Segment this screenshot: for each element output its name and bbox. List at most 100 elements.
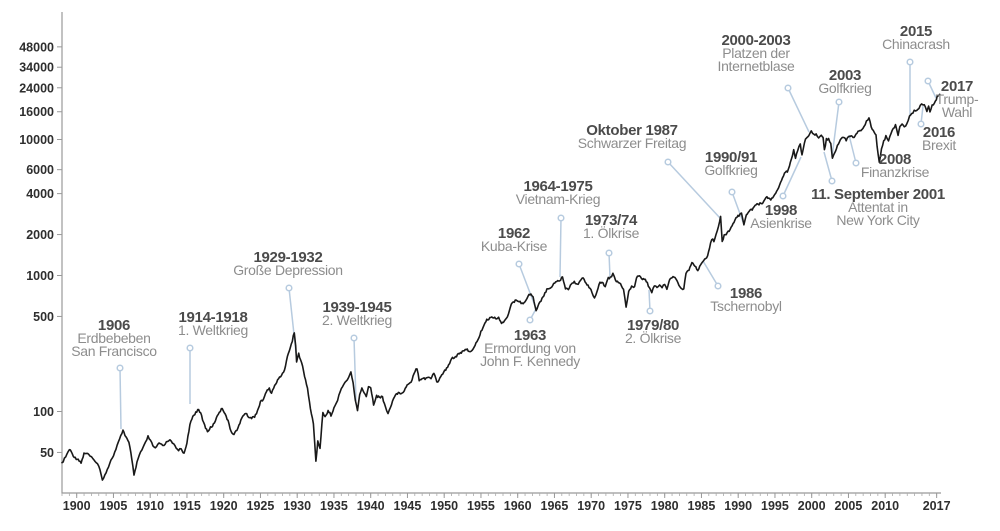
leader-line (702, 260, 719, 287)
x-tick-label: 1930 (283, 499, 311, 513)
annotation-title: 1929-1932 (253, 249, 323, 266)
annotation-1986: 1986 Tschernobyl (710, 286, 782, 315)
leader-line (353, 337, 357, 402)
leader-line (559, 217, 562, 278)
annotation-title: 1998 (764, 202, 798, 219)
annotation-title: 1990/91 (704, 149, 758, 166)
annotation-subtitle: Tschernobyl (710, 298, 782, 315)
leader-dot (917, 120, 925, 128)
leader-line (667, 161, 721, 219)
leader-line (782, 156, 802, 197)
x-tick-label: 2010 (871, 499, 899, 513)
annotation-2017: 2017 Trump- Wahl (936, 79, 979, 121)
annotation-title: 1973/74 (584, 212, 638, 229)
annotation-11-september-2001: 11. September 2001 Attentat in New York Ci… (811, 187, 945, 229)
y-tick-label: 500 (33, 310, 54, 324)
annotation-title: 1963 (513, 327, 547, 344)
x-tick-label: 1935 (320, 499, 348, 513)
leader-dot (186, 344, 194, 352)
leader-line (831, 101, 840, 158)
leader-line (823, 151, 833, 182)
annotation-subtitle: Golfkrieg (818, 80, 872, 97)
annotation-1962: 1962 Kuba-Krise (481, 225, 548, 253)
x-tick-label: 1955 (467, 499, 495, 513)
leader-dot (828, 177, 836, 185)
annotation-2000-2003: 2000-2003 Platzen der Internetblase (717, 33, 794, 74)
y-tick-label: 24000 (19, 81, 54, 95)
leader-dot (664, 158, 672, 166)
y-tick-label: 6000 (26, 163, 54, 177)
annotation-oktober-1987: Oktober 1987 Schwarzer Freitag (578, 122, 687, 150)
annotation-subtitle: New York City (836, 212, 920, 229)
leader-line (848, 134, 857, 164)
annotation-subtitle: Chinacrash (882, 36, 950, 53)
x-tick-label: 2005 (835, 499, 863, 513)
leader-line (608, 252, 611, 278)
annotation-2008: 2008 Finanzkrise (861, 151, 930, 179)
leader-dot (350, 334, 358, 342)
annotation-title: Oktober 1987 (586, 122, 678, 139)
leader-dot (906, 58, 914, 66)
leader-line (518, 263, 536, 307)
x-tick-label: 1940 (357, 499, 385, 513)
leader-dot (557, 214, 565, 222)
annotation-subtitle: 2. Weltkrieg (321, 312, 393, 329)
x-tick-label: 1995 (761, 499, 789, 513)
annotation-subtitle: John F. Kennedy (480, 353, 580, 370)
annotation-title: 1979/80 (626, 317, 680, 334)
leader-dot (646, 307, 654, 315)
leader-dot (835, 98, 843, 106)
annotation-1964-1975: 1964-1975 Vietnam-Krieg (515, 178, 601, 208)
annotation-subtitle: San Francisco (71, 343, 157, 360)
leader-dot (924, 77, 932, 85)
index-curve (61, 93, 941, 481)
leader-dot (285, 284, 293, 292)
annotation-2016: 2016 Brexit (922, 125, 956, 154)
leader-line (787, 87, 810, 133)
leader-dot (116, 364, 124, 372)
leader-dot (852, 159, 860, 167)
leader-line (119, 367, 122, 430)
y-tick-label: 16000 (19, 105, 54, 119)
x-tick-label: 1910 (136, 499, 164, 513)
annotation-1929-1932: 1929-1932 Große Depression (233, 249, 343, 277)
annotation-1979-80: 1979/80 2. Ölkrise (625, 317, 681, 345)
annotation-subtitle: Vietnam-Krieg (515, 191, 601, 208)
annotation-2003: 2003 Golfkrieg (818, 67, 872, 97)
x-tick-label: 1915 (173, 499, 201, 513)
x-tick-label: 1980 (651, 499, 679, 513)
annotation-subtitle: Brexit (922, 137, 956, 154)
annotation-title: 2003 (828, 67, 862, 84)
y-tick-label: 4000 (26, 187, 54, 201)
x-tick-label: 1985 (688, 499, 716, 513)
x-tick-label: 1990 (724, 499, 752, 513)
annotation-1973-74: 1973/74 1. Ölkrise (583, 212, 639, 240)
leader-dot (784, 84, 792, 92)
annotation-title: 2008 (878, 151, 912, 168)
x-tick-label: 1905 (100, 499, 128, 513)
annotation-title: 1906 (97, 317, 131, 334)
annotation-1906: 1906 Erdbebeben San Francisco (71, 317, 157, 360)
x-tick-label: 1970 (577, 499, 605, 513)
annotation-title: 2015 (899, 23, 933, 40)
annotation-subtitle: Ermordung von (484, 340, 576, 357)
leader-dot (515, 260, 523, 268)
annotation-1914-1918: 1914-1918 1. Weltkrieg (177, 310, 249, 339)
leader-dot (526, 316, 534, 324)
y-tick-label: 48000 (19, 40, 54, 54)
annotation-title: 1962 (497, 225, 531, 242)
x-tick-label: 1950 (430, 499, 458, 513)
annotation-subtitle: Platzen der (722, 45, 790, 62)
annotation-title: 1939-1945 (322, 299, 392, 316)
y-tick-label: 50 (40, 446, 54, 460)
leader-dot (728, 188, 736, 196)
annotation-subtitle: 1. Weltkrieg (177, 322, 249, 339)
y-tick-label: 100 (33, 405, 54, 419)
annotation-subtitle: Wahl (941, 104, 973, 121)
x-tick-label: 1925 (247, 499, 275, 513)
x-tick-label: 2017 (923, 499, 951, 513)
x-tick-label: 1975 (614, 499, 642, 513)
x-tick-label: 1900 (63, 499, 91, 513)
annotation-title: 1964-1975 (523, 178, 593, 195)
